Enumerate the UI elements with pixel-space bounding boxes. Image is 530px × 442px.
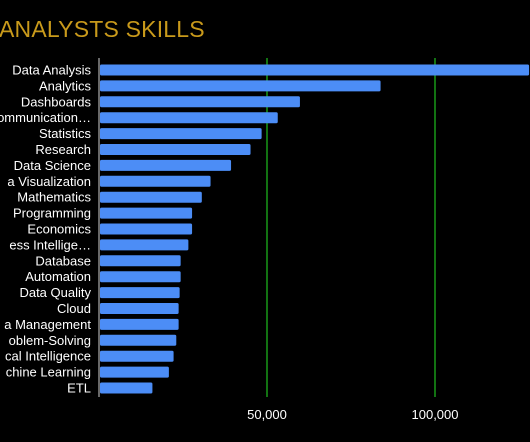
bar-1 — [100, 80, 381, 92]
category-label-8: Mathematics — [17, 190, 91, 205]
category-label-12: Database — [35, 253, 91, 268]
category-label-4: Statistics — [39, 126, 92, 141]
category-label-3: ommunication… — [0, 110, 91, 125]
bar-20 — [100, 382, 153, 394]
category-labels: Data AnalysisAnalyticsDashboardsommunica… — [0, 63, 92, 396]
bars — [100, 64, 530, 394]
category-label-16: a Management — [4, 317, 91, 332]
bar-16 — [100, 318, 179, 330]
bar-13 — [100, 271, 181, 283]
bar-6 — [100, 159, 232, 171]
bar-14 — [100, 287, 180, 299]
bar-2 — [100, 96, 300, 108]
x-tick-label-1: 100,000 — [412, 407, 459, 422]
category-label-0: Data Analysis — [12, 63, 91, 78]
category-label-5: Research — [35, 142, 91, 157]
bar-9 — [100, 207, 193, 219]
category-label-6: Data Science — [14, 158, 91, 173]
category-label-9: Programming — [13, 206, 91, 221]
tick-labels: 50,000 100,000 — [247, 407, 458, 422]
category-label-2: Dashboards — [21, 94, 92, 109]
category-label-13: Automation — [25, 269, 91, 284]
category-label-11: ess Intellige… — [9, 237, 91, 252]
bar-8 — [100, 191, 202, 203]
bar-4 — [100, 128, 262, 140]
bar-17 — [100, 334, 177, 346]
category-label-20: ETL — [67, 381, 91, 396]
bar-0 — [100, 64, 530, 76]
bar-15 — [100, 303, 179, 314]
category-label-14: Data Quality — [19, 285, 91, 300]
category-label-1: Analytics — [39, 78, 92, 93]
bar-10 — [100, 223, 193, 235]
category-label-10: Economics — [27, 222, 91, 237]
category-label-15: Cloud — [57, 301, 91, 316]
x-tick-label-0: 50,000 — [247, 407, 287, 422]
category-label-7: a Visualization — [7, 174, 91, 189]
gridlines — [266, 58, 436, 397]
bar-7 — [100, 175, 211, 187]
bar-19 — [100, 366, 169, 378]
category-label-19: chine Learning — [6, 365, 91, 380]
category-label-17: oblem-Solving — [9, 333, 91, 348]
bar-12 — [100, 255, 181, 267]
category-label-18: cal Intelligence — [5, 349, 91, 364]
bar-3 — [100, 112, 278, 124]
bar-5 — [100, 144, 251, 155]
chart-title: ANALYSTS SKILLS — [0, 16, 205, 42]
bar-18 — [100, 350, 174, 362]
bar-11 — [100, 239, 189, 251]
